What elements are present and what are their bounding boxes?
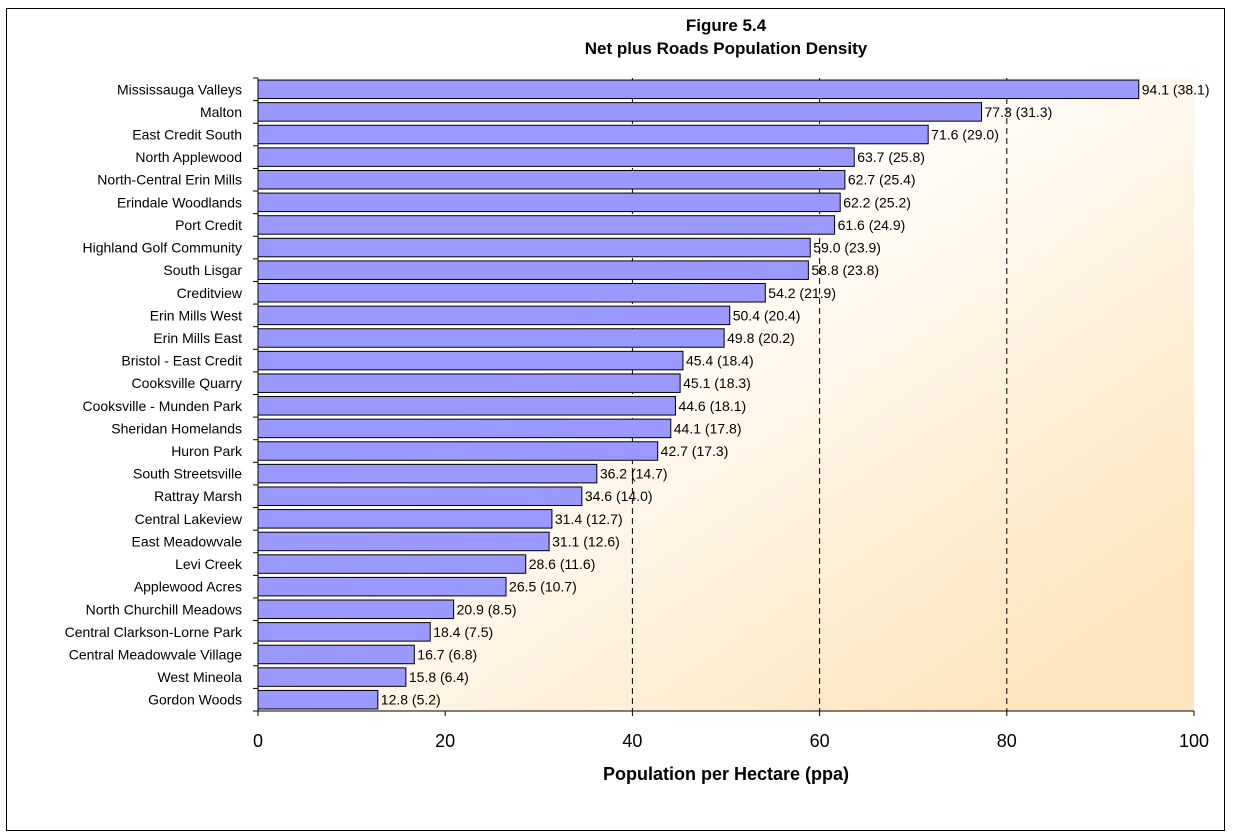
bar: [257, 667, 407, 687]
x-tick-label: 20: [435, 731, 455, 751]
x-axis-title: Population per Hectare (ppa): [603, 764, 849, 784]
category-label: Central Lakeview: [135, 511, 243, 527]
data-label: 36.2 (14.7): [600, 466, 668, 482]
bar: [257, 260, 809, 280]
category-label: Gordon Woods: [148, 692, 242, 708]
category-label: North Churchill Meadows: [86, 601, 242, 617]
bar: [257, 689, 379, 710]
chart-title: Figure 5.4: [685, 16, 767, 35]
category-label: Applewood Acres: [134, 579, 242, 595]
bar: [257, 531, 550, 552]
bar: [257, 147, 855, 167]
category-label: Cooksville - Munden Park: [82, 398, 243, 414]
category-label: North-Central Erin Mills: [97, 172, 242, 188]
bar: [257, 418, 672, 439]
data-label: 62.2 (25.2): [843, 194, 911, 210]
category-label: Erindale Woodlands: [117, 194, 242, 210]
data-label: 58.8 (23.8): [811, 262, 879, 278]
x-tick-label: 80: [997, 731, 1017, 751]
data-label: 50.4 (20.4): [733, 307, 801, 323]
data-label: 44.1 (17.8): [674, 420, 742, 436]
x-tick-label: 40: [622, 731, 642, 751]
bar: [257, 576, 507, 597]
category-label: West Mineola: [157, 669, 242, 685]
bar: [257, 192, 841, 213]
data-label: 49.8 (20.2): [727, 330, 795, 346]
category-label: Cooksville Quarry: [132, 375, 242, 391]
category-label: North Applewood: [135, 149, 242, 165]
bar: [257, 509, 553, 529]
category-label: Creditview: [177, 285, 243, 301]
data-label: 45.1 (18.3): [683, 375, 751, 391]
data-label: 94.1 (38.1): [1142, 81, 1210, 97]
category-label: Rattray Marsh: [154, 488, 242, 504]
data-label: 16.7 (6.8): [417, 646, 477, 662]
category-label: Erin Mills East: [153, 330, 242, 346]
category-label: Central Meadowvale Village: [69, 646, 242, 662]
bar: [257, 396, 676, 416]
axes: [253, 77, 1195, 716]
data-label: 59.0 (23.9): [813, 240, 881, 256]
bar: [257, 79, 1140, 100]
data-label: 31.4 (12.7): [555, 511, 623, 527]
category-label: Sheridan Homelands: [111, 420, 242, 436]
data-label: 12.8 (5.2): [381, 692, 441, 708]
data-label: 15.8 (6.4): [409, 669, 469, 685]
data-label: 77.3 (31.3): [985, 104, 1053, 120]
x-tick-label: 60: [810, 731, 830, 751]
bar: [257, 328, 725, 348]
category-label: Bristol - East Credit: [121, 353, 242, 369]
data-label: 34.6 (14.0): [585, 488, 653, 504]
category-label: East Credit South: [132, 127, 242, 143]
data-label: 26.5 (10.7): [509, 579, 577, 595]
bar: [257, 441, 659, 461]
data-label: 62.7 (25.4): [848, 172, 916, 188]
bar: [257, 124, 929, 145]
data-label: 45.4 (18.4): [686, 353, 754, 369]
bar: [257, 599, 455, 620]
category-label: Port Credit: [175, 217, 242, 233]
category-label: Levi Creek: [175, 556, 243, 572]
labels: Mississauga Valleys 94.1 (38.1) Malton 77.3…: [65, 81, 1210, 751]
category-label: East Meadowvale: [131, 533, 242, 549]
chart-subtitle: Net plus Roads Population Density: [584, 39, 868, 58]
bar: [257, 283, 766, 303]
data-label: 61.6 (24.9): [838, 217, 906, 233]
data-label: 42.7 (17.3): [661, 443, 729, 459]
bar: [257, 237, 811, 258]
category-label: Erin Mills West: [150, 307, 242, 323]
x-tick-label: 100: [1179, 731, 1209, 751]
x-tick-label: 0: [253, 731, 263, 751]
category-label: Malton: [200, 104, 242, 120]
chart-frame: [6, 8, 1225, 831]
data-label: 44.6 (18.1): [678, 398, 746, 414]
bar: [257, 373, 681, 393]
bar: [257, 463, 598, 484]
data-label: 54.2 (21.9): [768, 285, 836, 301]
data-label: 18.4 (7.5): [433, 624, 493, 640]
data-label: 63.7 (25.8): [857, 149, 925, 165]
bar: [257, 622, 431, 642]
category-label: Huron Park: [171, 443, 243, 459]
category-label: Central Clarkson-Lorne Park: [65, 624, 243, 640]
bar: [257, 350, 684, 371]
data-label: 71.6 (29.0): [931, 127, 999, 143]
data-label: 31.1 (12.6): [552, 533, 620, 549]
data-label: 28.6 (11.6): [529, 556, 596, 572]
bar: [257, 305, 731, 326]
category-label: South Streetsville: [133, 466, 242, 482]
category-label: Highland Golf Community: [82, 240, 242, 256]
bars: [257, 79, 1140, 710]
category-label: Mississauga Valleys: [117, 81, 242, 97]
bar: [257, 644, 415, 665]
category-label: South Lisgar: [163, 262, 242, 278]
data-label: 20.9 (8.5): [457, 601, 517, 617]
bar: [257, 486, 583, 506]
bar: [257, 102, 983, 122]
bar: [257, 169, 846, 190]
bar: [257, 215, 836, 235]
bar: [257, 554, 527, 574]
